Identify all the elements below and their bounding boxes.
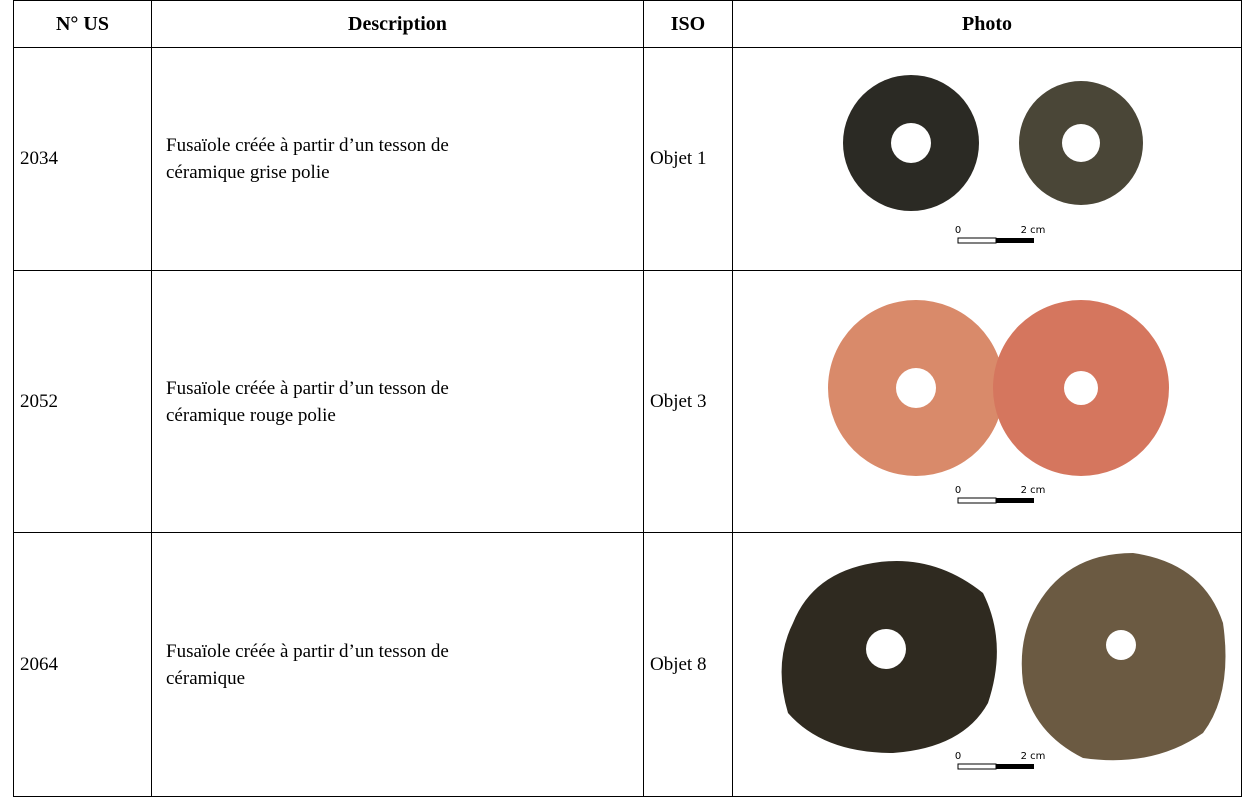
header-cell: Photo xyxy=(732,0,1242,48)
hole xyxy=(1106,630,1136,660)
hole xyxy=(891,123,931,163)
us-cell: 2052 xyxy=(13,270,152,533)
row: 2052 Fusaïole créée à partir d’un tesson… xyxy=(13,270,1242,533)
page: N° US Description ISO Photo 2034 Fusaïol… xyxy=(13,0,1242,797)
hole xyxy=(1064,371,1098,405)
hole xyxy=(896,368,936,408)
text-line: céramique xyxy=(166,667,246,689)
photo-cell: 0 2 cm xyxy=(732,532,1242,797)
row: 2064 Fusaïole créée à partir d’un tesson… xyxy=(13,532,1242,797)
text-line: Fusaïole créée à partir d’un tesson de xyxy=(166,377,449,399)
scale-label: 0 xyxy=(955,485,961,496)
scale-bar xyxy=(996,764,1034,769)
hole xyxy=(1062,124,1100,162)
header-cell: Description xyxy=(151,0,644,48)
scale-bar xyxy=(996,498,1034,503)
us-cell: 2064 xyxy=(13,532,152,797)
scale-bar xyxy=(996,238,1034,243)
photo-cell: 0 2 cm xyxy=(732,47,1242,271)
text-line: céramique grise polie xyxy=(166,162,330,183)
text-line: céramique rouge polie xyxy=(166,404,336,426)
scale-label: 2 cm xyxy=(1021,485,1046,496)
scale-label: 0 xyxy=(955,751,961,762)
photo: 0 2 cm xyxy=(843,75,1143,244)
scale-bar xyxy=(957,497,997,504)
scale-label: 0 xyxy=(955,225,961,236)
description-cell: Fusaïole créée à partir d’un tesson de cé… xyxy=(151,532,644,797)
row: 2034 Fusaïole créée à partir d’un tesson… xyxy=(13,47,1242,271)
iso-cell: Objet 3 xyxy=(643,270,733,533)
photo: 0 2 cm xyxy=(828,300,1169,504)
scale-bar xyxy=(957,237,997,244)
scale-label: 2 cm xyxy=(1021,225,1046,236)
text-line: Fusaïole créée à partir d’un tesson de xyxy=(166,640,449,662)
photo: 0 2 cm xyxy=(781,553,1226,770)
text-line: Fusaïole créée à partir d’un tesson de xyxy=(166,135,449,156)
scale-label: 2 cm xyxy=(1021,751,1046,762)
hole xyxy=(866,629,906,669)
header-cell: ISO xyxy=(643,0,733,48)
us-cell: 2034 xyxy=(13,47,152,271)
scale-bar xyxy=(957,763,997,770)
description-cell: Fusaïole créée à partir d’un tesson de cé… xyxy=(151,47,644,271)
header-cell: N° US xyxy=(13,0,152,48)
header-row: N° US Description ISO Photo xyxy=(13,0,1242,48)
photo-cell: 0 2 cm xyxy=(732,270,1242,533)
iso-cell: Objet 1 xyxy=(643,47,733,271)
description-cell: Fusaïole créée à partir d’un tesson de cé… xyxy=(151,270,644,533)
artifact-table: N° US Description ISO Photo 2034 Fusaïol… xyxy=(13,0,1242,797)
iso-cell: Objet 8 xyxy=(643,532,733,797)
